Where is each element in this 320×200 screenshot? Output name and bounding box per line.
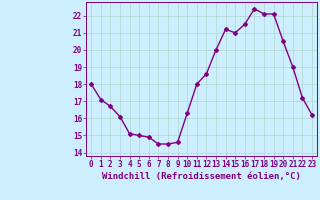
X-axis label: Windchill (Refroidissement éolien,°C): Windchill (Refroidissement éolien,°C) xyxy=(102,172,301,181)
